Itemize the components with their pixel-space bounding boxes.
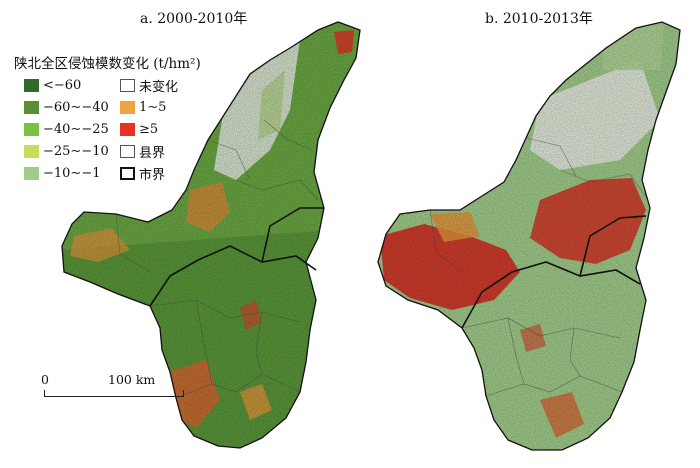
legend-item-lt-minus60: <−60 [24, 76, 81, 94]
legend-item-ge5: ≥5 [120, 120, 158, 138]
legend-label-minus25-minus10: −25∼−10 [43, 143, 109, 159]
map-a-county-borders [115, 119, 319, 399]
map-b-city-borders [461, 215, 647, 329]
legend-label-minus40-minus25: −40∼−25 [43, 121, 109, 137]
map-b [377, 21, 681, 451]
legend-swatch-ge5 [120, 122, 135, 136]
legend-item-minus60-minus40: −60∼−40 [24, 98, 109, 116]
legend-label-minus60-minus40: −60∼−40 [43, 99, 109, 115]
legend-label-ge5: ≥5 [139, 121, 159, 137]
legend-swatch-city-border [120, 166, 135, 180]
legend-label-unchanged: 未变化 [139, 79, 179, 95]
legend-swatch-lt-minus60 [24, 78, 39, 92]
scale-bar-tick-end [183, 390, 184, 397]
legend-swatch-minus40-minus25 [24, 122, 39, 136]
legend: <−60 −60∼−40 −40∼−25 −25∼−10 −10∼−1 未变化 … [24, 76, 224, 186]
scale-bar-tick-start [44, 390, 45, 397]
legend-item-minus10-minus1: −10∼−1 [24, 164, 101, 182]
legend-label-city-border: 市界 [139, 167, 166, 183]
scale-bar-line [44, 396, 184, 397]
scale-bar-end-label: 100 km [108, 372, 156, 387]
legend-label-1-5: 1∼5 [139, 99, 167, 115]
legend-swatch-unchanged [120, 78, 135, 92]
legend-item-minus40-minus25: −40∼−25 [24, 120, 109, 138]
legend-item-minus25-minus10: −25∼−10 [24, 142, 109, 160]
legend-label-county-border: 县界 [139, 145, 166, 161]
panel-b-title: b. 2010-2013年 [485, 11, 593, 27]
legend-label-lt-minus60: <−60 [43, 77, 82, 93]
legend-swatch-county-border [120, 144, 135, 158]
legend-item-1-5: 1∼5 [120, 98, 166, 116]
scale-bar-start-label: 0 [41, 372, 49, 387]
legend-swatch-minus25-minus10 [24, 144, 39, 158]
legend-item-unchanged: 未变化 [120, 76, 179, 95]
legend-swatch-1-5 [120, 100, 135, 114]
panel-a-title: a. 2000-2010年 [140, 11, 248, 27]
legend-item-county-border: 县界 [120, 142, 166, 161]
map-b-county-borders [429, 137, 649, 397]
legend-label-minus10-minus1: −10∼−1 [43, 165, 101, 181]
map-b-texture [378, 22, 680, 450]
legend-item-city-border: 市界 [120, 164, 166, 183]
map-a-city-borders [149, 207, 324, 307]
legend-title: 陕北全区侵蚀模数变化 (t/hm²) [14, 56, 201, 72]
legend-swatch-minus60-minus40 [24, 100, 39, 114]
scale-bar: 0 100 km [41, 372, 184, 406]
legend-swatch-minus10-minus1 [24, 166, 39, 180]
